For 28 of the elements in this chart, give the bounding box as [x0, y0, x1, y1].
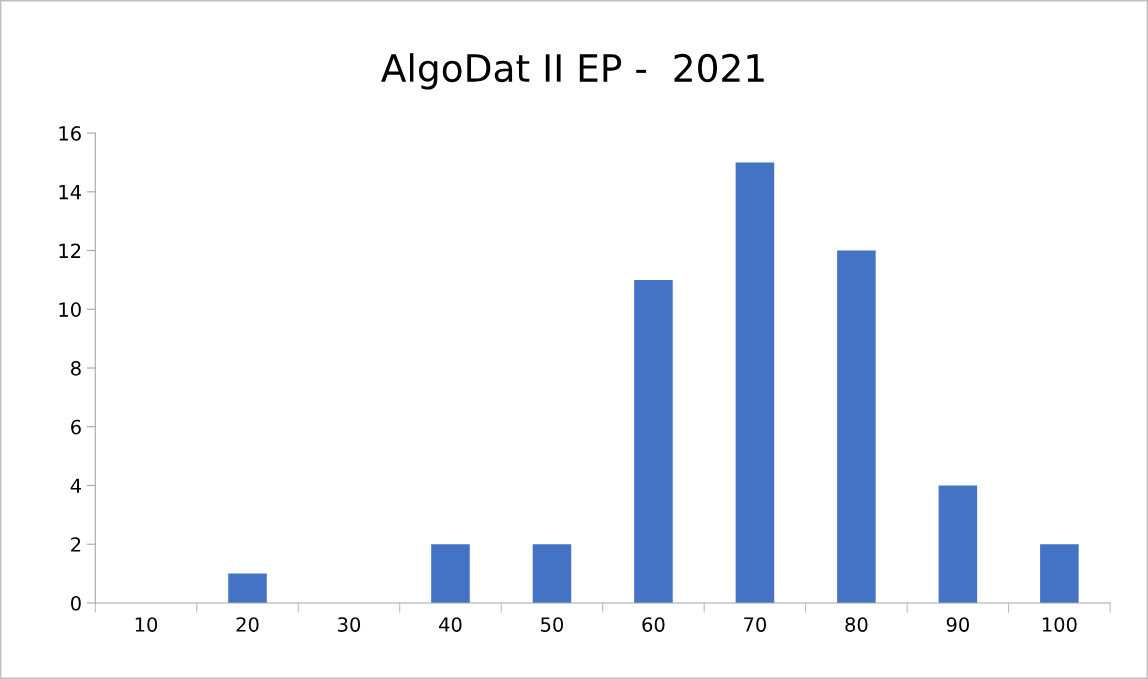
x-tick-label: 50 — [541, 617, 564, 632]
x-tick-label: 30 — [338, 617, 361, 632]
y-tick-label: 14 — [59, 185, 81, 200]
bar — [634, 279, 673, 603]
y-tick-label: 0 — [71, 595, 81, 611]
bar — [431, 544, 470, 603]
x-tick-label: 80 — [845, 617, 868, 632]
y-tick-label: 2 — [71, 537, 81, 552]
bar — [735, 162, 775, 603]
bar — [837, 250, 876, 603]
chart-title: AlgoDat II EP - 2021 — [381, 53, 764, 90]
bar — [938, 485, 978, 603]
x-tick-label: 10 — [135, 617, 158, 632]
y-tick-label: 12 — [59, 243, 81, 258]
y-tick-label: 10 — [59, 302, 81, 317]
x-tick-label: 70 — [744, 617, 766, 632]
x-tick-label: 60 — [642, 617, 665, 632]
x-tick-label: 40 — [439, 617, 462, 632]
y-tick-label: 4 — [70, 478, 81, 493]
bar — [532, 544, 572, 603]
bar — [1040, 544, 1079, 603]
x-tick-label: 100 — [1042, 617, 1077, 632]
bar — [228, 573, 267, 603]
x-tick-label: 20 — [236, 617, 259, 632]
y-tick-label: 6 — [71, 419, 81, 435]
y-tick-label: 16 — [59, 126, 81, 141]
x-tick-label: 90 — [946, 617, 969, 632]
y-tick-label: 8 — [71, 360, 81, 376]
